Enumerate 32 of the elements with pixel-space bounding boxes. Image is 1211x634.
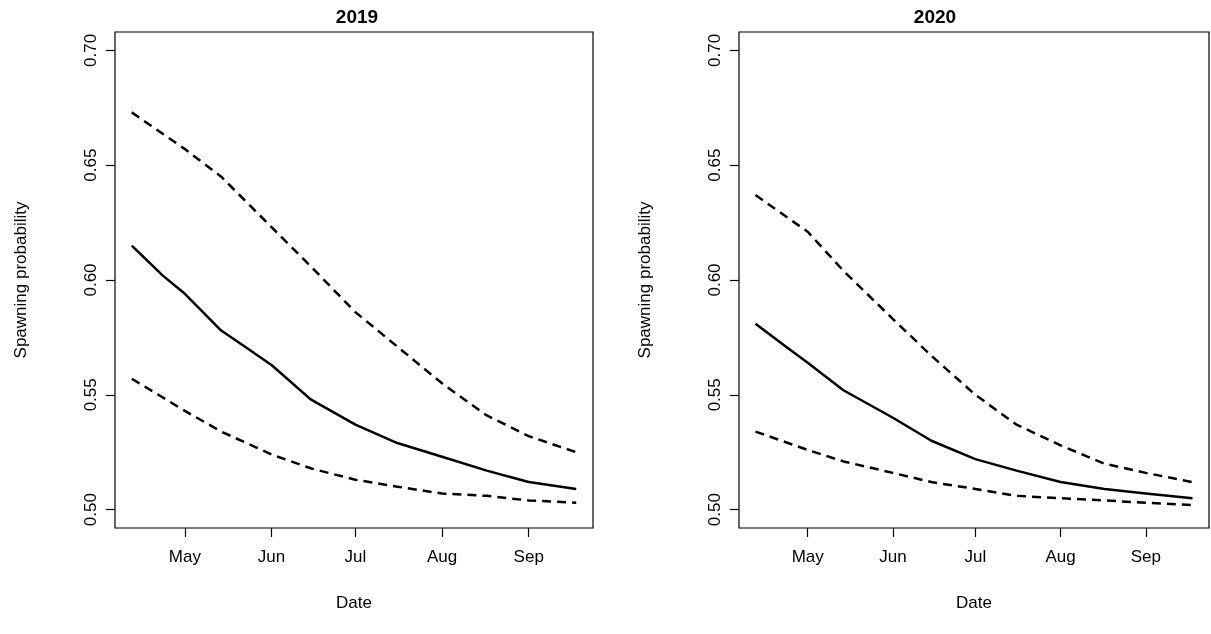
- line-series: [754, 193, 1194, 484]
- x-tick-label: Aug: [426, 547, 458, 566]
- x-tick-label: Jun: [257, 547, 286, 566]
- x-axis-title: Date: [336, 593, 372, 612]
- y-tick-label: 0.70: [81, 33, 100, 67]
- line-series: [130, 377, 578, 504]
- line-series: [754, 322, 1194, 500]
- line-series: [130, 244, 578, 491]
- y-tick-label: 0.50: [81, 493, 100, 527]
- x-tick-label: May: [168, 547, 202, 566]
- y-tick-label: 0.65: [705, 148, 724, 182]
- x-tick-label: Sep: [513, 547, 544, 566]
- y-axis-title: Spawning probability: [11, 201, 30, 359]
- y-tick-label: 0.60: [81, 263, 100, 297]
- x-tick-label: Jul: [964, 547, 987, 566]
- x-tick-label: Sep: [1130, 547, 1161, 566]
- y-tick-label: 0.50: [705, 493, 724, 527]
- y-tick-label: 0.55: [81, 378, 100, 412]
- x-axis-title: Date: [956, 593, 992, 612]
- chart-title: 2020: [913, 6, 957, 27]
- x-tick-label: May: [791, 547, 825, 566]
- y-tick-label: 0.65: [81, 148, 100, 182]
- line-series: [130, 111, 578, 454]
- y-tick-label: 0.55: [705, 378, 724, 412]
- x-tick-label: Jul: [344, 547, 367, 566]
- chart-title: 2019: [335, 6, 379, 27]
- y-tick-label: 0.60: [705, 263, 724, 297]
- x-tick-label: Jun: [879, 547, 907, 566]
- x-tick-label: Aug: [1045, 547, 1076, 566]
- line-series: [754, 430, 1194, 507]
- y-axis-title: Spawning probability: [635, 201, 654, 359]
- y-tick-label: 0.70: [705, 33, 724, 67]
